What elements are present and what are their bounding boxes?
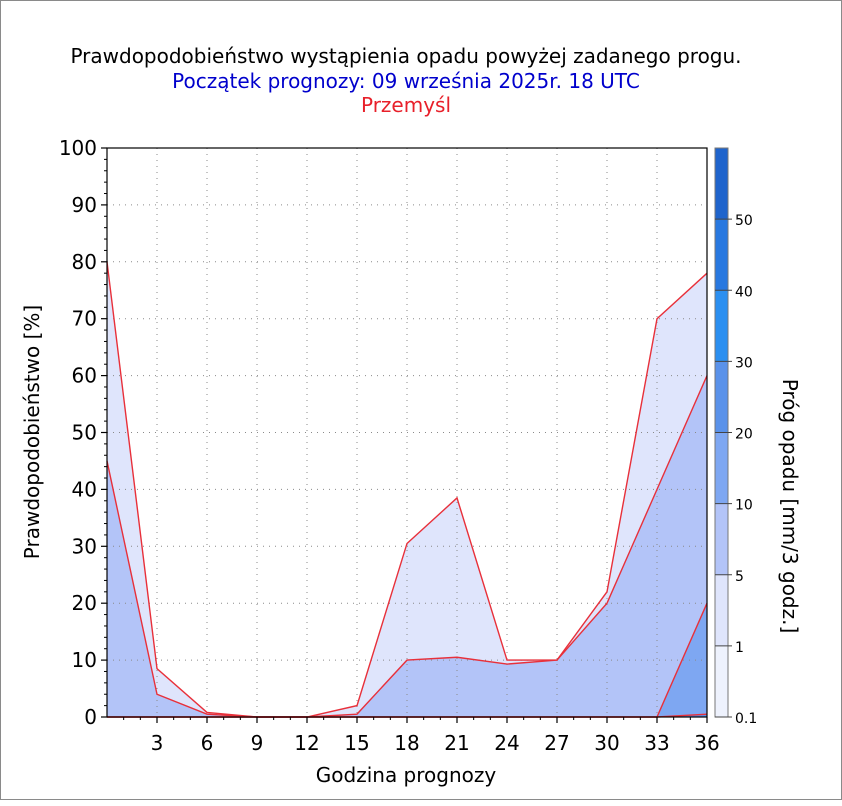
colorbar-segment	[715, 645, 728, 717]
y-tick-label: 10	[72, 648, 97, 672]
y-tick-label: 50	[72, 421, 97, 445]
colorbar-tick-label: 5	[735, 569, 744, 585]
x-tick-label: 15	[344, 731, 369, 755]
x-tick-label: 3	[151, 731, 164, 755]
y-tick-label: 80	[72, 250, 97, 274]
colorbar-tick-label: 20	[735, 427, 753, 443]
y-tick-label: 70	[72, 307, 97, 331]
y-tick-label: 100	[59, 136, 97, 160]
x-tick-label: 27	[544, 731, 569, 755]
y-axis-label: Prawdopodobieństwo [%]	[20, 305, 44, 559]
chart-title: Prawdopodobieństwo wystąpienia opadu pow…	[70, 44, 741, 68]
colorbar: 0.1 1 5 10 20 30 40 50	[714, 147, 757, 727]
colorbar-tick-label: 40	[735, 284, 753, 300]
y-tick-label: 0	[84, 705, 97, 729]
x-tick-label: 33	[644, 731, 669, 755]
colorbar-tick-label: 0.1	[735, 711, 757, 727]
colorbar-segment	[715, 432, 728, 504]
colorbar-tick-label: 50	[735, 213, 753, 229]
x-tick-label: 24	[494, 731, 519, 755]
series-line-1	[106, 375, 708, 718]
colorbar-segment	[715, 290, 728, 362]
y-tick-label: 60	[72, 364, 97, 388]
colorbar-segment	[715, 503, 728, 575]
x-tick-label: 6	[201, 731, 214, 755]
x-axis-label: Godzina prognozy	[316, 763, 497, 787]
y-tick-label: 40	[72, 477, 97, 501]
colorbar-segment	[715, 219, 728, 291]
x-tick-label: 12	[294, 731, 319, 755]
chart-location: Przemyśl	[361, 93, 451, 117]
x-tick-label: 30	[594, 731, 619, 755]
chart-subtitle: Początek prognozy: 09 września 2025r. 18…	[172, 69, 640, 93]
y-tick-label: 90	[72, 193, 97, 217]
colorbar-tick-label: 10	[735, 498, 753, 514]
colorbar-segment	[715, 361, 728, 433]
colorbar-label: Próg opadu [mm/3 godz.]	[778, 379, 802, 634]
x-tick-label: 9	[251, 731, 264, 755]
y-tick-label: 20	[72, 591, 97, 615]
colorbar-segment	[715, 574, 728, 646]
x-tick-label: 18	[394, 731, 419, 755]
colorbar-tick-label: 1	[735, 640, 744, 656]
y-tick-label: 30	[72, 534, 97, 558]
area-threshold-1	[107, 375, 707, 717]
series-line-0_1	[106, 261, 708, 718]
x-tick-label: 21	[444, 731, 469, 755]
x-tick-label: 36	[694, 731, 719, 755]
colorbar-segment	[715, 148, 728, 220]
colorbar-tick-label: 30	[735, 355, 753, 371]
